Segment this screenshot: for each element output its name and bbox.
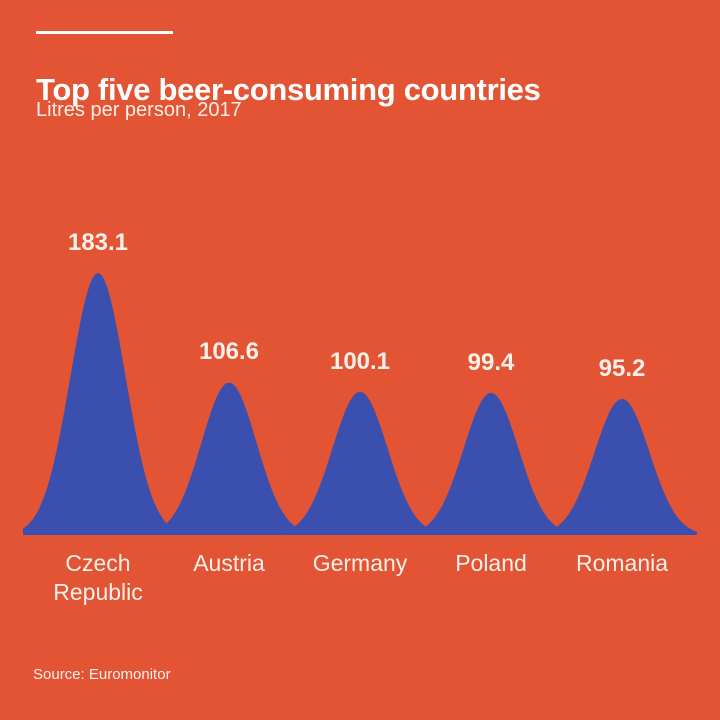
bell-curve — [154, 382, 304, 535]
country-label: Germany — [312, 550, 408, 576]
chart-title: Top five beer-consuming countries — [36, 71, 541, 107]
country-label: Poland — [455, 550, 527, 576]
bell-curve — [23, 273, 173, 535]
value-label: 106.6 — [198, 338, 260, 366]
value-label: 100.1 — [329, 347, 391, 375]
country-label: Czech Republic — [53, 550, 143, 605]
country-label: Austria — [193, 550, 265, 576]
bell-curve — [416, 392, 566, 535]
chart-subtitle: Litres per person, 2017 — [36, 99, 242, 121]
value-label: 95.2 — [598, 354, 646, 382]
country-label: Romania — [575, 550, 669, 576]
bell-curve — [547, 398, 697, 535]
bell-curve — [285, 391, 435, 535]
source-note: Source: Euromonitor — [33, 666, 171, 683]
value-label: 99.4 — [467, 348, 515, 376]
value-label: 183.1 — [67, 228, 129, 256]
header-accent-line — [36, 31, 173, 34]
